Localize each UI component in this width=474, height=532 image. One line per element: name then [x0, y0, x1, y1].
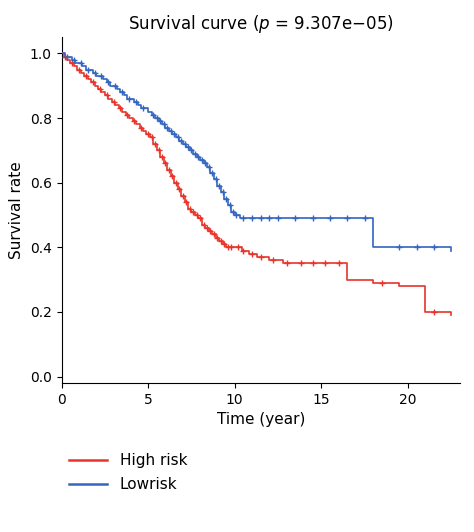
- Y-axis label: Survival rate: Survival rate: [9, 161, 24, 259]
- Legend: High risk, Lowrisk: High risk, Lowrisk: [69, 453, 187, 492]
- Title: Survival curve ($p$ = 9.307e$-$05): Survival curve ($p$ = 9.307e$-$05): [128, 13, 393, 35]
- X-axis label: Time (year): Time (year): [217, 412, 305, 427]
